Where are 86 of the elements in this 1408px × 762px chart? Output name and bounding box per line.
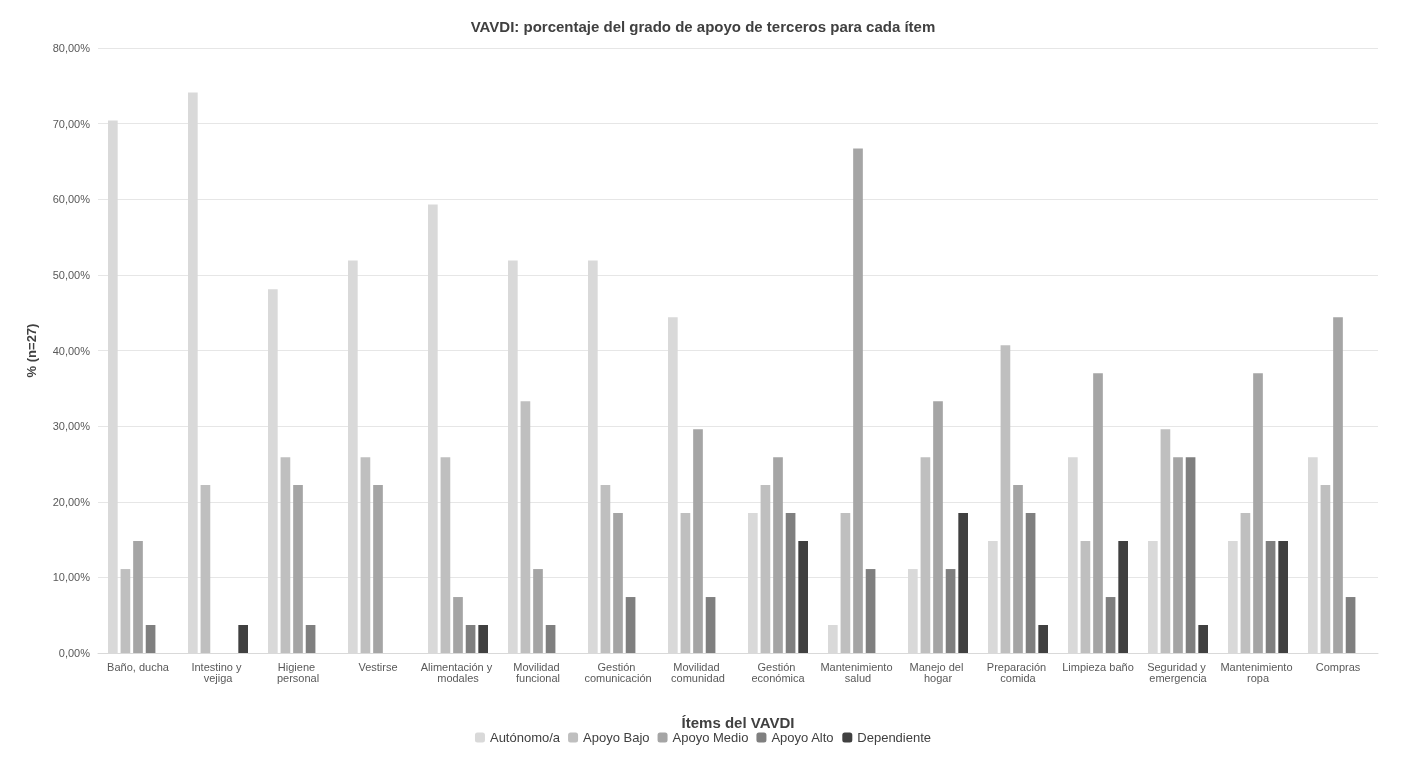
bar <box>933 401 943 653</box>
bar <box>1320 485 1331 653</box>
bar <box>1093 373 1103 653</box>
legend-label: Apoyo Bajo <box>583 730 650 745</box>
bar <box>865 569 876 653</box>
bar <box>1265 541 1276 653</box>
x-tick-label: Seguridad y emergencia <box>1147 660 1209 684</box>
bar <box>1240 513 1251 653</box>
x-tick-label: Vestirse <box>358 660 398 673</box>
bar <box>1118 541 1128 653</box>
bar <box>798 541 808 653</box>
y-tick-label: 10,00% <box>52 571 91 584</box>
bar <box>693 429 703 653</box>
bar <box>465 625 476 653</box>
bar <box>625 597 636 653</box>
bar <box>1198 625 1208 653</box>
bar <box>1278 541 1288 653</box>
bar <box>1173 457 1183 653</box>
bar <box>453 597 463 653</box>
y-tick-label: 20,00% <box>52 495 91 508</box>
y-tick-label: 0,00% <box>58 647 91 659</box>
y-tick-label: 80,00% <box>52 42 91 54</box>
legend-label: Apoyo Alto <box>771 730 834 745</box>
bar <box>133 541 143 653</box>
bar <box>853 148 863 653</box>
y-tick-label: 40,00% <box>52 344 91 357</box>
bar <box>280 457 291 653</box>
bar <box>1185 457 1196 653</box>
x-tick-label: Movilidad comunidad <box>671 660 725 684</box>
bar <box>1025 513 1036 653</box>
x-tick-label: Higiene personal <box>276 660 320 684</box>
bar <box>305 625 316 653</box>
x-tick-label: Compras <box>1315 660 1361 673</box>
x-tick-label: Limpieza baño <box>1062 660 1134 673</box>
y-tick-label: 70,00% <box>52 117 91 130</box>
legend-label: Dependiente <box>857 730 932 745</box>
y-tick-label: 30,00% <box>52 420 91 433</box>
x-tick-label: Mantenimiento salud <box>820 660 896 684</box>
y-axis-title: % (n=27) <box>24 323 39 378</box>
legend-label: Apoyo Medio <box>672 730 749 745</box>
bar <box>613 513 623 653</box>
bar <box>520 401 531 653</box>
x-tick-label: Manejo del hogar <box>909 660 967 684</box>
x-tick-label: Alimentación y modales <box>420 660 496 684</box>
bar <box>478 625 488 653</box>
y-tick-label: 50,00% <box>52 268 91 281</box>
bar <box>373 485 383 653</box>
bar <box>293 485 303 653</box>
bar <box>1345 597 1356 653</box>
bar <box>1000 345 1011 653</box>
bar <box>145 625 156 653</box>
bar <box>200 485 211 653</box>
x-tick-label: Preparación comida <box>986 660 1050 684</box>
bar <box>1038 625 1048 653</box>
bar <box>945 569 956 653</box>
bar <box>1160 429 1171 653</box>
x-tick-label: Gestión económica <box>751 660 806 684</box>
bar <box>680 513 691 653</box>
bar <box>545 625 556 653</box>
chart-title: VAVDI: porcentaje del grado de apoyo de terceros para cada ítem <box>470 18 936 35</box>
x-tick-label: Baño, ducha <box>107 660 170 673</box>
bar <box>360 457 371 653</box>
bar <box>533 569 543 653</box>
bar <box>1253 373 1263 653</box>
y-tick-label: 60,00% <box>52 193 91 206</box>
x-tick-label: Gestión comunicación <box>584 660 652 684</box>
bar <box>785 513 796 653</box>
x-tick-label: Mantenimiento ropa <box>1220 660 1296 684</box>
bar <box>1080 541 1091 653</box>
bar <box>705 597 716 653</box>
bar <box>1013 485 1023 653</box>
bar <box>120 569 131 653</box>
bar <box>840 513 851 653</box>
legend-label: Autónomo/a <box>489 730 561 745</box>
bar <box>600 485 611 653</box>
bar <box>1333 317 1343 653</box>
x-tick-label: Movilidad funcional <box>513 660 563 684</box>
bar <box>238 625 248 653</box>
x-axis-title: Ítems del VAVDI <box>681 714 795 731</box>
bar <box>1105 597 1116 653</box>
bar <box>760 485 771 653</box>
x-tick-label: Intestino y vejiga <box>191 660 245 684</box>
bar <box>440 457 451 653</box>
bar <box>773 457 783 653</box>
bar <box>920 457 931 653</box>
bar <box>958 513 968 653</box>
